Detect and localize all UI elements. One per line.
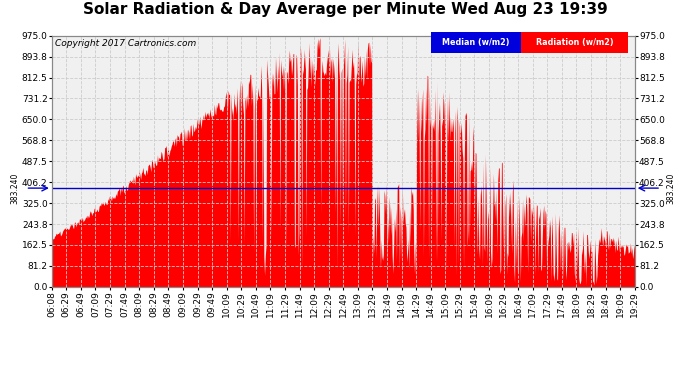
Text: 383.240: 383.240 — [667, 172, 676, 204]
Text: Copyright 2017 Cartronics.com: Copyright 2017 Cartronics.com — [55, 39, 197, 48]
Text: 383.240: 383.240 — [10, 172, 20, 204]
Text: Median (w/m2): Median (w/m2) — [442, 38, 510, 47]
Text: Solar Radiation & Day Average per Minute Wed Aug 23 19:39: Solar Radiation & Day Average per Minute… — [83, 2, 607, 17]
Text: Radiation (w/m2): Radiation (w/m2) — [535, 38, 613, 47]
